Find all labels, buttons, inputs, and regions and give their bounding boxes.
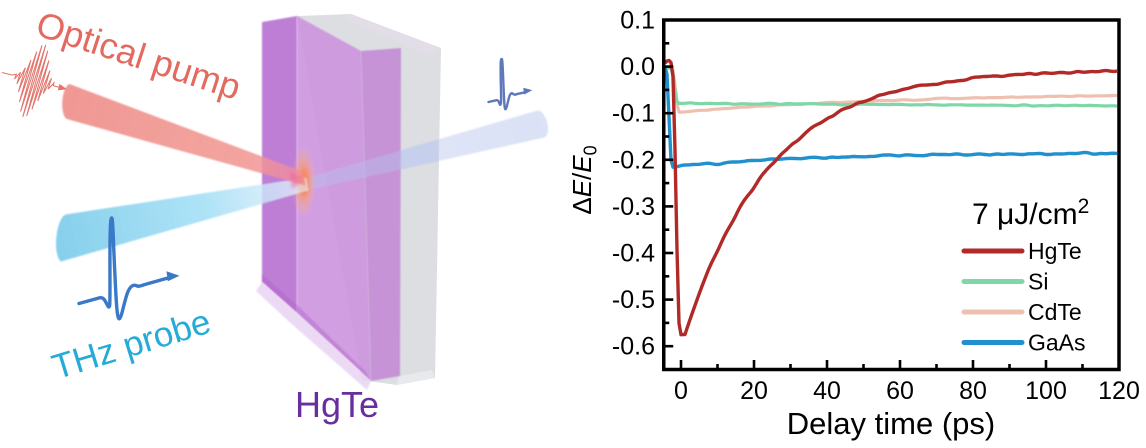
svg-text:0.0: 0.0 bbox=[620, 53, 655, 81]
svg-text:GaAs: GaAs bbox=[1028, 330, 1086, 356]
svg-text:-0.6: -0.6 bbox=[612, 333, 655, 361]
svg-text:120: 120 bbox=[1098, 377, 1140, 405]
svg-text:-0.3: -0.3 bbox=[612, 193, 655, 221]
svg-text:-0.4: -0.4 bbox=[612, 240, 655, 268]
svg-text:THz probe: THz probe bbox=[48, 302, 216, 387]
svg-text:100: 100 bbox=[1025, 377, 1067, 405]
svg-text:-0.5: -0.5 bbox=[612, 286, 655, 314]
svg-text:7 μJ/cm2: 7 μJ/cm2 bbox=[972, 195, 1089, 231]
svg-text:Si: Si bbox=[1028, 269, 1048, 295]
svg-text:20: 20 bbox=[740, 377, 768, 405]
svg-text:HgTe: HgTe bbox=[1028, 238, 1082, 264]
svg-text:-0.2: -0.2 bbox=[612, 146, 655, 174]
svg-text:ΔE/E0: ΔE/E0 bbox=[567, 145, 601, 214]
svg-text:60: 60 bbox=[886, 377, 914, 405]
svg-text:0.1: 0.1 bbox=[620, 7, 655, 35]
svg-text:CdTe: CdTe bbox=[1028, 299, 1082, 325]
svg-text:0: 0 bbox=[674, 377, 688, 405]
svg-text:80: 80 bbox=[959, 377, 987, 405]
svg-text:HgTe: HgTe bbox=[295, 384, 379, 425]
svg-text:Optical pump: Optical pump bbox=[32, 3, 246, 108]
svg-text:40: 40 bbox=[813, 377, 841, 405]
svg-text:Delay time (ps): Delay time (ps) bbox=[787, 406, 995, 441]
svg-text:-0.1: -0.1 bbox=[612, 100, 655, 128]
